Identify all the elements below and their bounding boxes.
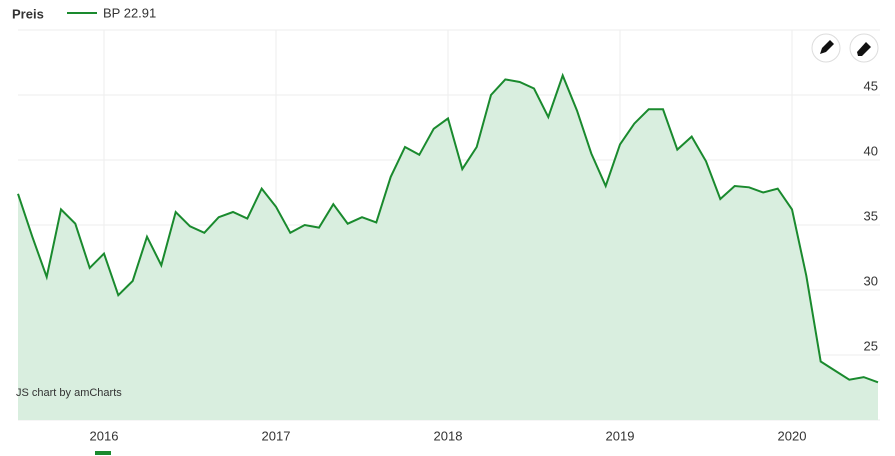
legend-title: Preis bbox=[12, 6, 44, 21]
y-tick-label: 40 bbox=[864, 143, 878, 158]
legend-label: BP 22.91 bbox=[103, 5, 156, 20]
y-tick-label: 30 bbox=[864, 273, 878, 288]
x-tick-label: 2020 bbox=[778, 428, 807, 443]
tool-buttons[interactable] bbox=[811, 33, 879, 63]
area bbox=[18, 75, 878, 420]
scroll-grip bbox=[95, 451, 111, 455]
y-tick-label: 35 bbox=[864, 208, 878, 223]
eraser-icon bbox=[857, 42, 871, 56]
line bbox=[17, 72, 879, 384]
pencil-icon bbox=[820, 40, 834, 54]
x-tick-label: 2016 bbox=[90, 428, 119, 443]
y-tick-label: 45 bbox=[864, 78, 878, 93]
x-tick-label: 2018 bbox=[434, 428, 463, 443]
credit: JS chart by amCharts bbox=[16, 387, 122, 399]
y-tick-label: 25 bbox=[864, 338, 878, 353]
x-tick-label: 2019 bbox=[606, 428, 635, 443]
x-tick-label: 2017 bbox=[262, 428, 291, 443]
